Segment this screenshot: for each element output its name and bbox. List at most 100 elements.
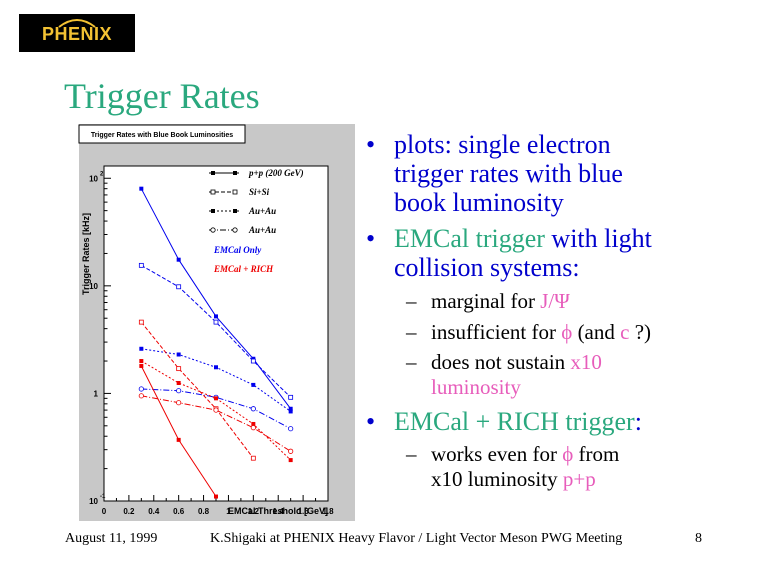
data-point xyxy=(138,386,144,392)
subbullet-highlight: ϕ xyxy=(561,320,573,344)
data-point xyxy=(176,380,181,385)
page-number: 8 xyxy=(695,531,702,546)
data-point xyxy=(211,209,215,213)
legend-note: EMCal + RICH xyxy=(213,264,274,274)
data-point xyxy=(176,257,181,262)
series-line xyxy=(141,395,291,452)
y-tick-label: 1 xyxy=(94,389,99,398)
bullet-dot: • xyxy=(366,407,376,436)
series-layer xyxy=(138,186,294,499)
y-axis-label: Trigger Rates [kHz] xyxy=(81,213,91,295)
y-tick-label: 10 xyxy=(89,282,98,291)
phenix-logo: PHENIX xyxy=(19,14,135,52)
data-point xyxy=(176,437,181,442)
footer-meeting: K.Shigaki at PHENIX Heavy Flavor / Light… xyxy=(210,531,623,546)
data-point xyxy=(250,358,256,364)
x-tick-label: 1.6 xyxy=(298,507,310,516)
data-point xyxy=(288,394,294,400)
bullet-highlight: EMCal + RICH trigger xyxy=(394,407,635,436)
data-point xyxy=(288,426,294,432)
x-tick-label: 1.8 xyxy=(322,507,334,516)
logo-text: PHENIX xyxy=(41,24,113,44)
subbullet-text: works even for xyxy=(431,442,563,466)
chart-title: Trigger Rates with Blue Book Luminositie… xyxy=(91,132,233,139)
data-point xyxy=(233,171,237,175)
y-tick-exponent: 2 xyxy=(100,171,104,177)
data-point xyxy=(232,189,238,195)
subbullet-text: from xyxy=(573,442,620,466)
series-line xyxy=(141,360,292,461)
y-tick-label: 10 xyxy=(89,497,98,506)
data-point xyxy=(233,209,237,213)
data-point xyxy=(250,406,256,412)
subbullet-text: does not sustain xyxy=(431,350,571,374)
legend-note: EMCal Only xyxy=(213,245,262,255)
chart-title-box xyxy=(78,124,246,144)
subbullet-highlight: luminosity xyxy=(431,375,521,399)
data-point xyxy=(213,407,219,413)
bullet-dot: • xyxy=(366,130,376,159)
subbullet-text: (and xyxy=(572,320,621,344)
x-tick-label: 1.4 xyxy=(273,507,285,516)
data-point xyxy=(214,314,218,319)
x-tick-label: 1 xyxy=(226,507,231,516)
subbullet-text: ?) xyxy=(629,320,652,344)
subbullet-highlight: J/Ψ xyxy=(540,289,570,313)
data-point xyxy=(138,393,144,399)
data-point xyxy=(139,363,144,368)
data-point xyxy=(251,382,256,387)
data-point xyxy=(214,365,218,370)
data-point xyxy=(210,227,216,233)
data-point xyxy=(176,366,182,372)
page-title: Trigger Rates xyxy=(64,76,260,116)
data-point xyxy=(250,455,256,461)
x-tick-label: 0.2 xyxy=(123,507,135,516)
data-point xyxy=(288,406,293,411)
data-point xyxy=(210,189,216,195)
data-point xyxy=(288,448,294,454)
data-point xyxy=(232,227,238,233)
subbullet-text: marginal for xyxy=(431,289,541,313)
data-point xyxy=(288,409,293,414)
subbullet-highlight: p+p xyxy=(562,467,596,491)
legend-label: Au+Au xyxy=(248,206,276,216)
bullet-text: collision systems: xyxy=(394,253,580,282)
bullet-text: plots: single electron xyxy=(394,130,611,159)
bullet-dot: • xyxy=(366,224,376,253)
subbullet-highlight: ϕ xyxy=(562,442,574,466)
x-tick-label: 0.8 xyxy=(198,507,210,516)
data-point xyxy=(213,319,219,325)
data-point xyxy=(214,494,218,499)
subbullet-highlight: c xyxy=(620,320,630,344)
data-point xyxy=(139,359,144,364)
legend-label: p+p (200 GeV) xyxy=(248,168,304,178)
bullet-highlight: EMCal trigger xyxy=(394,224,545,253)
series-line xyxy=(141,388,291,430)
footer-date: August 11, 1999 xyxy=(65,531,158,546)
subbullet-highlight: x10 xyxy=(570,350,602,374)
data-point xyxy=(251,421,256,426)
x-tick-label: 0.4 xyxy=(148,507,160,516)
plot-area xyxy=(103,165,329,502)
series-line xyxy=(140,321,254,459)
x-tick-label: 0.6 xyxy=(173,507,185,516)
subbullet-text: x10 luminosity xyxy=(431,467,563,491)
data-point xyxy=(138,262,144,268)
subbullet-text: insufficient for xyxy=(431,320,562,344)
data-point xyxy=(211,171,215,175)
chart-legend: p+p (200 GeV) Si+Si Au+Au Au+Au EMCal Only EM… xyxy=(209,168,304,274)
data-point xyxy=(138,319,144,325)
series-line xyxy=(141,264,292,398)
bullet-text: with light xyxy=(544,224,652,253)
logo-arc-icon xyxy=(58,19,96,28)
data-point xyxy=(288,458,293,463)
bullet-text: : xyxy=(634,407,642,436)
data-point xyxy=(139,186,144,191)
trigger-rate-chart: Trigger Rates with Blue Book Luminositie… xyxy=(63,122,355,524)
legend-label: Au+Au xyxy=(248,225,276,235)
bullet-text: trigger rates with blue xyxy=(394,159,623,188)
data-point xyxy=(214,396,218,401)
data-point xyxy=(176,400,182,406)
y-tick-label: 10 xyxy=(89,174,98,183)
